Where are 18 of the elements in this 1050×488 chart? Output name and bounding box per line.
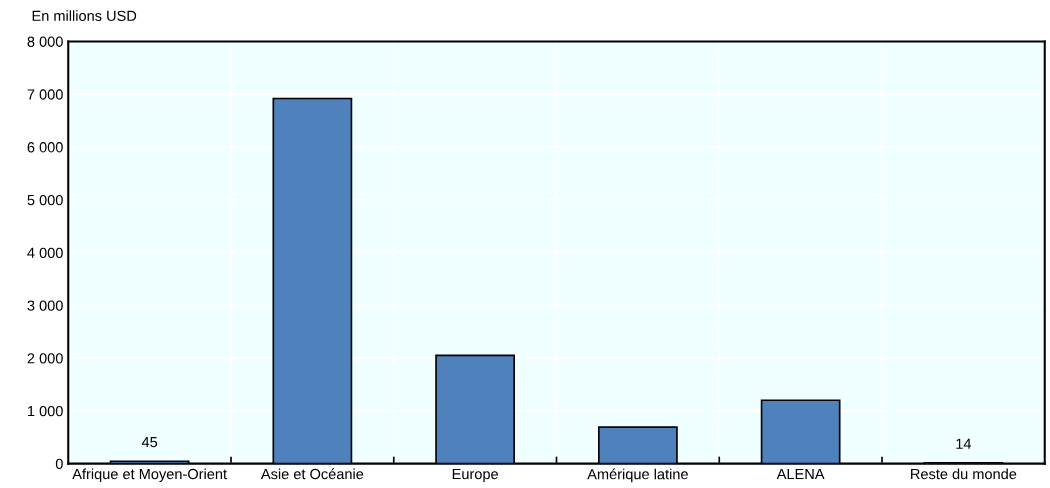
y-tick-label: 1 000: [28, 405, 63, 417]
x-tick-label: Afrique et Moyen-Orient: [72, 468, 227, 483]
y-tick-label: 0: [55, 458, 63, 470]
x-tick-label: Asie et Océanie: [260, 468, 364, 480]
x-tick-label: ALENA: [776, 469, 825, 480]
y-tick-label: 6 000: [27, 142, 63, 153]
data-label: 45: [141, 437, 158, 448]
x-tick-label: Amérique latine: [587, 468, 688, 483]
y-tick-label: 5 000: [27, 194, 63, 206]
y-axis-title: En millions USD: [32, 10, 137, 21]
data-label: 14: [956, 438, 972, 449]
y-tick-label: 7 000: [27, 89, 63, 100]
y-tick-label: 4 000: [27, 247, 63, 258]
y-tick-label: 3 000: [27, 300, 63, 311]
x-tick-label: Europe: [452, 469, 498, 483]
y-tick-label: 8 000: [27, 36, 63, 47]
x-tick-label: Reste du monde: [911, 468, 1017, 480]
y-tick-label: 2 000: [27, 353, 63, 364]
